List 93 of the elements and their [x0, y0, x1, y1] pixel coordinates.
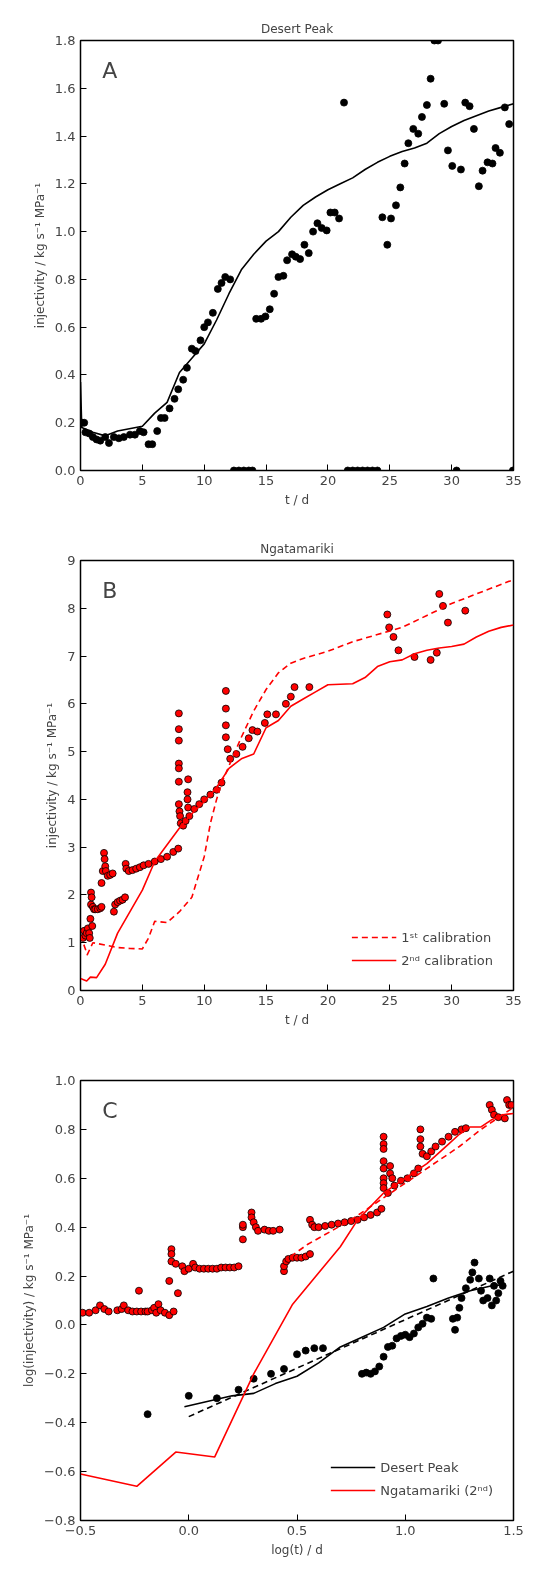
- y-tick-label: 8: [67, 600, 76, 616]
- y-tick-label: −0.6: [43, 1464, 76, 1480]
- y-tick-label: 5: [67, 744, 76, 760]
- chart-title: Desert Peak: [260, 21, 334, 36]
- x-tick-label: 5: [138, 472, 147, 488]
- x-axis-title: t / d: [285, 492, 309, 507]
- point: [143, 1410, 152, 1419]
- x-axis-title: t / d: [285, 1012, 309, 1027]
- point: [474, 1274, 483, 1283]
- point: [477, 1286, 485, 1295]
- x-tick-label: 0.5: [286, 1522, 308, 1538]
- x-tick-label: 15: [257, 992, 275, 1008]
- point: [388, 1341, 397, 1350]
- point: [410, 1329, 418, 1338]
- y-tick-label: 2: [67, 887, 76, 903]
- y-tick-label: 1.4: [54, 128, 76, 144]
- point: [483, 1294, 492, 1302]
- y-tick-label: 0.2: [54, 1268, 76, 1284]
- point: [494, 1289, 503, 1298]
- y-tick-label: 1.6: [54, 80, 76, 96]
- point: [293, 1350, 301, 1359]
- x-tick-label: 25: [381, 992, 399, 1008]
- legend-label: Desert Peak: [380, 1459, 459, 1475]
- point: [371, 1367, 379, 1376]
- x-tick-label: 5: [138, 992, 147, 1008]
- x-tick-label: 1.0: [394, 1522, 416, 1538]
- point: [461, 1284, 470, 1293]
- legend-label: 1ˢᵗ calibration: [401, 929, 492, 945]
- x-axis-title: log(t) / d: [271, 1542, 323, 1557]
- y-axis-title: injectivity / kg s⁻¹ MPa⁻¹: [45, 702, 60, 849]
- y-tick-label: 6: [67, 696, 76, 712]
- y-axis-title: injectivity / kg s⁻¹ MPa⁻¹: [32, 182, 47, 329]
- y-tick-label: 0.8: [54, 1121, 76, 1137]
- point: [267, 1369, 275, 1378]
- point: [468, 1268, 477, 1277]
- x-tick-label: 30: [443, 472, 460, 488]
- point: [234, 1385, 243, 1394]
- y-tick-label: 1.0: [54, 224, 76, 240]
- point: [310, 1344, 319, 1353]
- x-tick-label: 10: [195, 992, 213, 1008]
- legend-label: 2ⁿᵈ calibration: [401, 952, 493, 968]
- x-tick-label: 30: [443, 992, 460, 1008]
- point: [498, 1281, 507, 1290]
- y-tick-label: 0.6: [54, 1170, 76, 1186]
- point: [453, 1313, 462, 1322]
- y-tick-label: 4: [67, 791, 76, 807]
- y-tick-label: 3: [67, 839, 76, 855]
- point: [301, 1346, 310, 1355]
- point: [319, 1344, 327, 1353]
- point: [451, 1325, 459, 1334]
- point: [427, 1314, 436, 1323]
- point: [429, 1274, 438, 1283]
- y-tick-label: −0.4: [43, 1415, 76, 1431]
- y-tick-label: 0.2: [54, 415, 76, 431]
- x-tick-label: 35: [505, 992, 522, 1008]
- y-tick-label: 1: [67, 935, 76, 951]
- x-tick-label: 10: [195, 472, 213, 488]
- y-tick-label: 0.4: [54, 1219, 76, 1235]
- point: [418, 1319, 427, 1328]
- point: [457, 1294, 466, 1302]
- x-tick-label: 0.0: [178, 1522, 200, 1538]
- legend-label: Ngatamariki (2ⁿᵈ): [380, 1482, 493, 1498]
- point: [184, 1391, 193, 1400]
- x-tick-label: 25: [381, 472, 399, 488]
- y-tick-label: 1.8: [54, 33, 76, 48]
- chart-title: Ngatamariki: [260, 541, 334, 556]
- x-tick-label: 20: [319, 992, 337, 1008]
- annotation: A: [102, 57, 118, 83]
- x-tick-label: 20: [319, 472, 337, 488]
- point: [379, 1352, 388, 1361]
- point: [280, 1365, 288, 1373]
- x-tick-label: 1.5: [503, 1522, 524, 1538]
- point: [487, 1301, 496, 1310]
- point: [375, 1362, 384, 1371]
- point: [485, 1274, 494, 1283]
- y-tick-label: 9: [67, 553, 76, 568]
- y-tick-label: 7: [67, 648, 76, 664]
- y-axis-title: log(injectivity) / kg s⁻¹ MPa⁻¹: [21, 1213, 36, 1387]
- point: [455, 1303, 464, 1312]
- y-tick-label: 0.6: [54, 319, 76, 335]
- y-tick-label: 1.0: [54, 1073, 76, 1088]
- annotation: B: [102, 577, 118, 603]
- y-tick-label: −0.2: [43, 1366, 76, 1382]
- y-tick-label: 0.8: [54, 271, 76, 287]
- x-tick-label: 35: [505, 472, 522, 488]
- point: [466, 1275, 475, 1284]
- annotation: C: [102, 1098, 118, 1124]
- y-tick-label: 0.0: [54, 1317, 76, 1333]
- y-tick-label: 1.2: [54, 176, 76, 192]
- point: [470, 1258, 479, 1267]
- y-tick-label: 0.4: [54, 367, 76, 383]
- x-tick-label: 15: [257, 472, 275, 488]
- point: [492, 1296, 501, 1305]
